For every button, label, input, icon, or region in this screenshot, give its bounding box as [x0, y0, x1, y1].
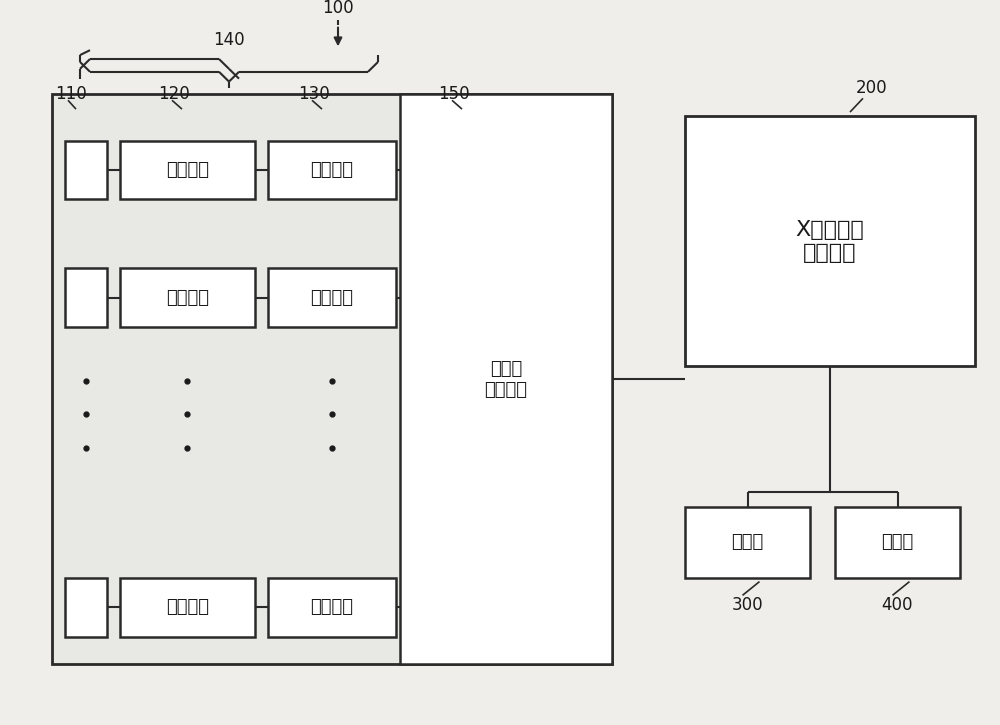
Bar [400, 94, 612, 664]
Bar [65, 268, 107, 327]
Bar [65, 141, 107, 199]
Bar [685, 116, 975, 366]
Text: 分类电路: 分类电路 [166, 598, 209, 616]
Text: 分类电路: 分类电路 [166, 289, 209, 307]
Text: 400: 400 [882, 596, 913, 614]
Bar [268, 268, 396, 327]
Bar [65, 578, 107, 637]
Text: 输入部: 输入部 [731, 534, 764, 551]
Text: 计数器部: 计数器部 [310, 289, 354, 307]
Text: 140: 140 [213, 31, 245, 49]
Text: 110: 110 [55, 86, 87, 104]
Text: 120: 120 [158, 86, 190, 104]
Bar [268, 578, 396, 637]
Bar [120, 578, 255, 637]
Bar [120, 141, 255, 199]
Text: 200: 200 [856, 80, 888, 97]
Bar [52, 94, 612, 664]
Text: 输出部: 输出部 [881, 534, 914, 551]
Text: 100: 100 [322, 0, 354, 17]
Bar [835, 507, 960, 578]
Text: 计数器
读取电路: 计数器 读取电路 [485, 360, 528, 399]
Bar [685, 507, 810, 578]
Text: 分类电路: 分类电路 [166, 161, 209, 179]
Text: 计数器部: 计数器部 [310, 161, 354, 179]
Text: 计数器部: 计数器部 [310, 598, 354, 616]
Text: 150: 150 [438, 86, 470, 104]
Text: 130: 130 [298, 86, 330, 104]
Bar [268, 141, 396, 199]
Bar [120, 268, 255, 327]
Text: X射线数据
处理装置: X射线数据 处理装置 [796, 220, 864, 263]
Text: 300: 300 [732, 596, 763, 614]
